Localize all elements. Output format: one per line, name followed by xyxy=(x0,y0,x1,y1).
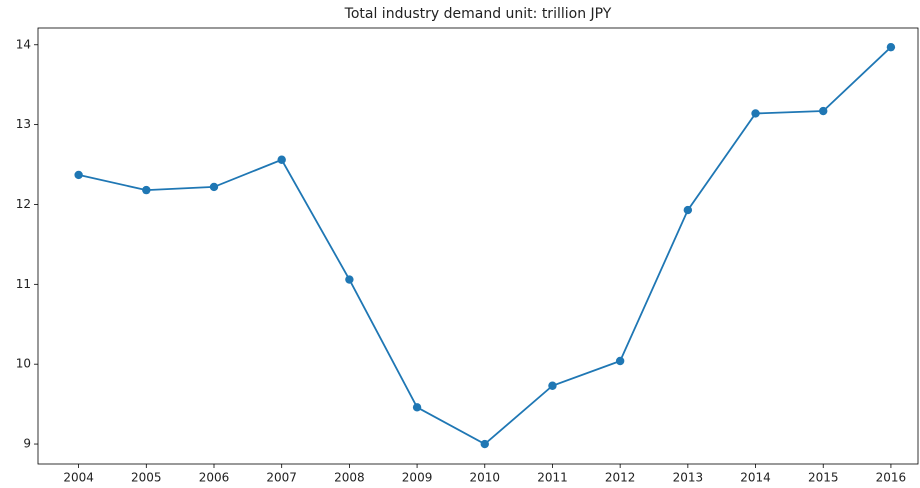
x-tick-label: 2007 xyxy=(266,471,297,485)
x-tick-label: 2016 xyxy=(876,471,907,485)
data-point xyxy=(74,170,83,180)
x-tick-label: 2006 xyxy=(199,471,230,485)
data-point xyxy=(751,109,760,118)
y-tick-label: 10 xyxy=(16,357,31,371)
chart-title: Total industry demand unit: trillion JPY xyxy=(344,6,612,22)
data-point xyxy=(886,42,896,52)
x-tick-label: 2013 xyxy=(673,471,704,485)
plot-frame xyxy=(37,27,919,465)
data-point xyxy=(615,356,625,366)
y-tick-label: 13 xyxy=(16,117,31,131)
x-tick-label: 2009 xyxy=(402,471,433,485)
x-tick-label: 2012 xyxy=(605,471,636,485)
x-tick-label: 2005 xyxy=(131,471,162,485)
data-point xyxy=(480,439,489,449)
y-tick-label: 12 xyxy=(16,197,31,211)
data-point xyxy=(142,185,151,195)
x-tick-label: 2010 xyxy=(469,471,500,485)
x-tick-label: 2004 xyxy=(63,471,94,485)
data-point xyxy=(209,182,219,192)
x-tick-label: 2014 xyxy=(740,471,771,485)
data-point xyxy=(277,155,286,164)
x-tick-label: 2015 xyxy=(808,471,839,485)
y-tick-label: 11 xyxy=(16,277,31,291)
data-point xyxy=(412,403,422,412)
data-point xyxy=(819,106,828,116)
x-tick-label: 2008 xyxy=(334,471,365,485)
data-point xyxy=(548,381,557,390)
x-tick-label: 2011 xyxy=(537,471,568,485)
series-line xyxy=(78,46,892,446)
data-point xyxy=(683,205,693,215)
y-tick-label: 9 xyxy=(23,437,31,451)
data-point xyxy=(345,275,354,284)
y-tick-label: 14 xyxy=(16,37,31,51)
